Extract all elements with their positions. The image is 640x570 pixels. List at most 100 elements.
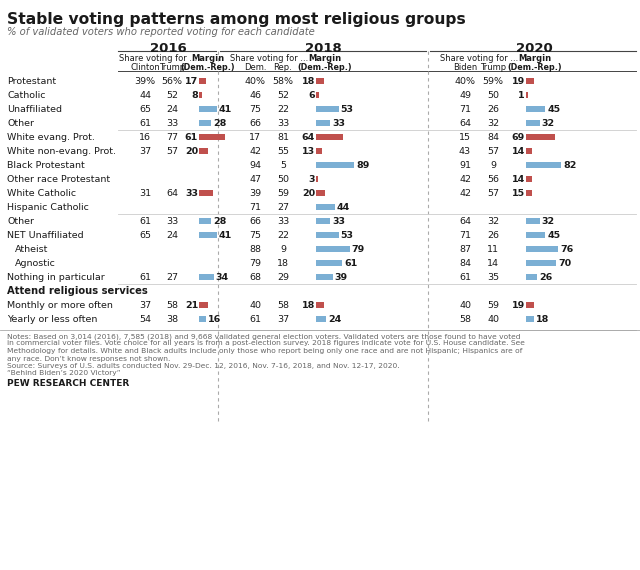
- Text: 56%: 56%: [161, 76, 182, 86]
- Text: White evang. Prot.: White evang. Prot.: [7, 132, 95, 141]
- Text: 61: 61: [185, 132, 198, 141]
- Text: 53: 53: [340, 104, 354, 113]
- Bar: [199, 274, 214, 280]
- Text: 26: 26: [487, 230, 499, 239]
- Text: 26: 26: [539, 272, 552, 282]
- Text: Atheist: Atheist: [15, 245, 49, 254]
- Bar: [199, 232, 216, 238]
- Text: NET Unaffiliated: NET Unaffiliated: [7, 230, 84, 239]
- Text: 55: 55: [277, 146, 289, 156]
- Text: 32: 32: [541, 119, 555, 128]
- Text: 28: 28: [213, 217, 227, 226]
- Text: 71: 71: [249, 202, 261, 211]
- Text: Margin: Margin: [191, 54, 225, 63]
- Text: 41: 41: [218, 104, 232, 113]
- Bar: [316, 260, 342, 266]
- Text: 18: 18: [301, 76, 315, 86]
- Text: 13: 13: [302, 146, 315, 156]
- Text: White Catholic: White Catholic: [7, 189, 76, 197]
- Text: 1: 1: [518, 91, 525, 100]
- Text: 46: 46: [249, 91, 261, 100]
- Bar: [526, 135, 556, 140]
- Text: 45: 45: [547, 230, 561, 239]
- Text: 81: 81: [277, 132, 289, 141]
- Text: “Behind Biden’s 2020 Victory”: “Behind Biden’s 2020 Victory”: [7, 370, 120, 377]
- Text: 59: 59: [277, 189, 289, 197]
- Text: 15: 15: [459, 132, 471, 141]
- Text: 15: 15: [512, 189, 525, 197]
- Bar: [526, 260, 556, 266]
- Text: 58%: 58%: [273, 76, 294, 86]
- Text: 66: 66: [249, 217, 261, 226]
- Text: 61: 61: [139, 272, 151, 282]
- Bar: [526, 232, 545, 238]
- Text: 33: 33: [166, 217, 178, 226]
- Text: 57: 57: [166, 146, 178, 156]
- Text: 19: 19: [512, 300, 525, 310]
- Bar: [316, 162, 354, 168]
- Text: 22: 22: [277, 230, 289, 239]
- Text: 75: 75: [249, 104, 261, 113]
- Text: 84: 84: [487, 132, 499, 141]
- Bar: [316, 204, 335, 210]
- Text: 19: 19: [512, 76, 525, 86]
- Text: 37: 37: [277, 315, 289, 324]
- Text: Other: Other: [7, 119, 34, 128]
- Text: Margin: Margin: [518, 54, 552, 63]
- Text: 59%: 59%: [483, 76, 504, 86]
- Text: Rep.: Rep.: [274, 63, 292, 72]
- Text: 44: 44: [337, 202, 350, 211]
- Text: Monthly or more often: Monthly or more often: [7, 300, 113, 310]
- Text: 56: 56: [487, 174, 499, 184]
- Text: 61: 61: [139, 119, 151, 128]
- Text: 47: 47: [249, 174, 261, 184]
- Text: Margin: Margin: [308, 54, 342, 63]
- Text: Protestant: Protestant: [7, 76, 56, 86]
- Text: 40: 40: [459, 300, 471, 310]
- Text: 89: 89: [356, 161, 369, 169]
- Text: 17: 17: [185, 76, 198, 86]
- Bar: [199, 218, 211, 224]
- Text: 24: 24: [166, 104, 178, 113]
- Text: Attend religious services: Attend religious services: [7, 286, 148, 296]
- Text: 64: 64: [301, 132, 315, 141]
- Text: 2018: 2018: [305, 42, 341, 55]
- Bar: [526, 176, 532, 182]
- Text: Share voting for ...: Share voting for ...: [119, 54, 197, 63]
- Text: 37: 37: [139, 300, 151, 310]
- Text: 32: 32: [487, 119, 499, 128]
- Bar: [316, 106, 339, 112]
- Text: 52: 52: [166, 91, 178, 100]
- Text: 66: 66: [249, 119, 261, 128]
- Text: 65: 65: [139, 104, 151, 113]
- Bar: [526, 190, 532, 196]
- Text: 16: 16: [208, 315, 221, 324]
- Text: 61: 61: [249, 315, 261, 324]
- Text: Trump: Trump: [159, 63, 185, 72]
- Bar: [526, 246, 559, 252]
- Text: 77: 77: [166, 132, 178, 141]
- Text: 33: 33: [332, 217, 345, 226]
- Text: 50: 50: [487, 91, 499, 100]
- Bar: [199, 92, 202, 97]
- Text: 59: 59: [487, 300, 499, 310]
- Text: Other: Other: [7, 217, 34, 226]
- Bar: [199, 135, 225, 140]
- Text: Biden: Biden: [453, 63, 477, 72]
- Text: 33: 33: [277, 119, 289, 128]
- Text: Source: Surveys of U.S. adults conducted Nov. 29-Dec. 12, 2016, Nov. 7-16, 2018,: Source: Surveys of U.S. adults conducted…: [7, 363, 399, 369]
- Text: 21: 21: [185, 300, 198, 310]
- Text: 33: 33: [166, 119, 178, 128]
- Text: 9: 9: [280, 245, 286, 254]
- Text: 54: 54: [139, 315, 151, 324]
- Text: 61: 61: [459, 272, 471, 282]
- Text: 52: 52: [277, 91, 289, 100]
- Text: 32: 32: [541, 217, 555, 226]
- Text: (Dem.-Rep.): (Dem.-Rep.): [180, 63, 236, 72]
- Text: Share voting for ...: Share voting for ...: [230, 54, 308, 63]
- Text: 58: 58: [166, 300, 178, 310]
- Text: 64: 64: [166, 189, 178, 197]
- Text: 41: 41: [218, 230, 232, 239]
- Text: 40%: 40%: [244, 76, 266, 86]
- Text: Black Protestant: Black Protestant: [7, 161, 84, 169]
